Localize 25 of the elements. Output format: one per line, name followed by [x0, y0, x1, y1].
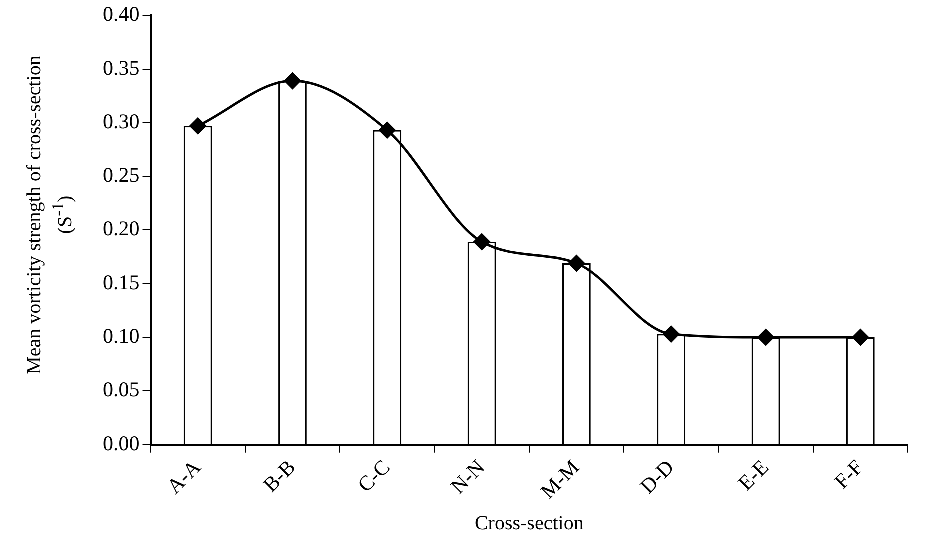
- y-tick-label: 0.25: [103, 163, 140, 188]
- y-tick-label: 0.00: [103, 431, 140, 456]
- y-tick-label: 0.35: [103, 56, 140, 80]
- x-tick-label: E-E: [733, 455, 774, 496]
- y-tick-label: 0.05: [103, 378, 140, 402]
- y-tick-label: 0.30: [103, 109, 140, 134]
- x-tick-label: B-B: [258, 455, 300, 497]
- x-tick-label: A-A: [162, 454, 206, 499]
- x-axis-title: Cross-section: [474, 512, 584, 534]
- point: [190, 118, 206, 134]
- point: [379, 122, 396, 139]
- point: [474, 234, 490, 250]
- x-tick-label: C-C: [353, 455, 395, 497]
- point: [284, 72, 301, 90]
- y-tick-label: 0.40: [103, 2, 140, 26]
- y-tick-label: 0.20: [103, 216, 140, 241]
- x-tick-label: N-N: [446, 455, 490, 499]
- y-tick-label: 0.10: [103, 324, 140, 348]
- point: [758, 329, 774, 346]
- x-tick-label: F-F: [830, 455, 868, 494]
- point: [852, 329, 869, 346]
- point: [663, 326, 680, 343]
- x-tick-label: D-D: [635, 455, 679, 499]
- y-tick-label: 0.15: [103, 270, 140, 294]
- point: [568, 255, 585, 272]
